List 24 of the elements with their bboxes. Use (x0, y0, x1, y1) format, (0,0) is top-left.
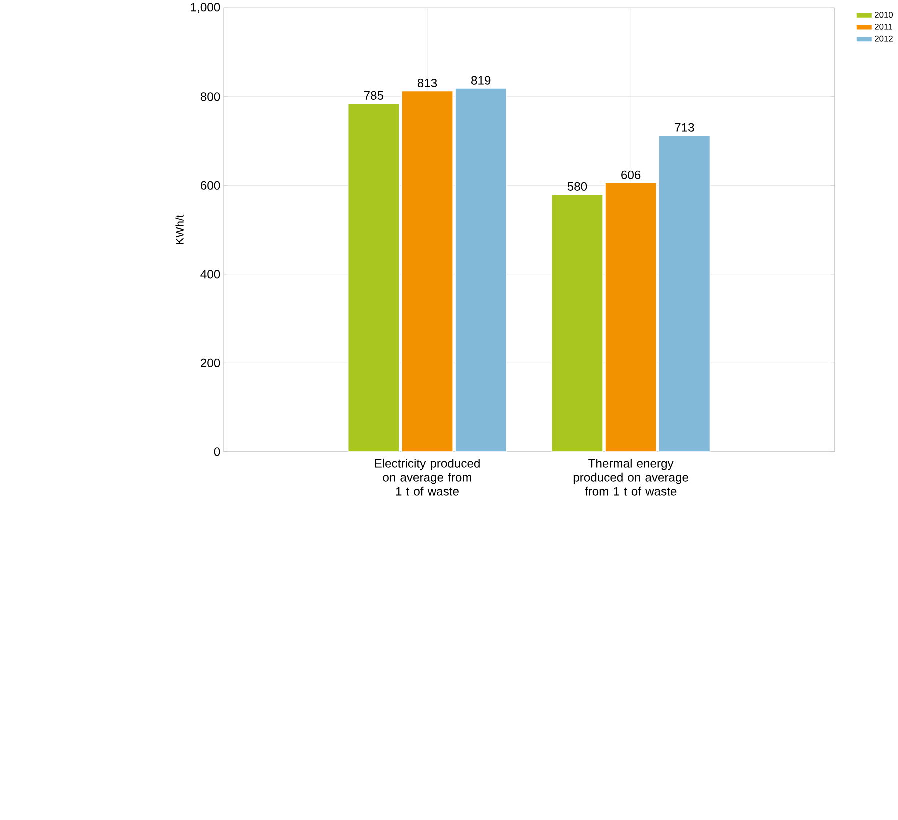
y-tick-label: 400 (200, 270, 220, 279)
data-label: 713 (675, 123, 694, 132)
data-label: 813 (418, 78, 438, 88)
x-tick-label: Electricity produced on average from 1 t of waste (375, 458, 480, 496)
data-label: 785 (364, 91, 384, 100)
y-tick-label: 0 (214, 447, 220, 456)
y-tick-label: 600 (201, 181, 220, 190)
y-tick-label: 1,000 (191, 2, 220, 13)
x-tick-label: Thermal energy produced on average from 1 t of waste (574, 458, 688, 496)
bar (658, 134, 711, 452)
legend-label: 2010 (875, 12, 894, 18)
bar (455, 88, 508, 452)
y-axis-title: KWh/t (176, 214, 184, 244)
data-label: 580 (568, 182, 588, 191)
bar (348, 102, 400, 452)
y-tick-label: 200 (201, 358, 220, 368)
bar (604, 182, 658, 452)
legend-label: 2012 (875, 36, 893, 42)
bar (401, 90, 454, 452)
data-label: 819 (472, 76, 491, 85)
data-label: 606 (622, 170, 641, 180)
y-tick-label: 800 (200, 92, 220, 102)
legend-label: 2011 (875, 24, 892, 30)
bar (551, 194, 604, 452)
